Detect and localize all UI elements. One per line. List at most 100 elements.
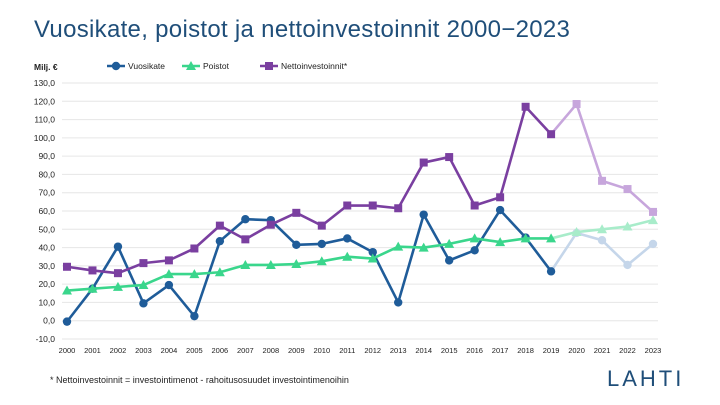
data-point [394, 204, 403, 213]
data-point [623, 185, 632, 194]
data-point [88, 266, 97, 275]
y-axis-unit-label: Milj. € [34, 62, 58, 72]
x-tick-label: 2015 [441, 346, 458, 355]
data-point [62, 317, 72, 326]
data-point [444, 238, 455, 248]
y-axis-ticks: 130,0 120,0 110,0 100,0 90,0 80,0 70,0 60,0 50,0… [34, 78, 56, 344]
page-title: Vuosikate, poistot ja nettoinvestoinnit … [34, 16, 571, 43]
legend: Vuosikate Poistot Nettoinvestoinnit* [107, 61, 348, 71]
x-tick-label: 2004 [161, 346, 178, 355]
x-tick-label: 2003 [135, 346, 152, 355]
series-line-projection [550, 102, 654, 213]
y-tick-label: 40,0 [38, 243, 55, 253]
data-point [572, 100, 581, 109]
data-point [598, 176, 607, 185]
legend-item: Nettoinvestoinnit* [260, 61, 348, 71]
data-point [241, 215, 250, 224]
data-point [597, 224, 608, 234]
x-tick-label: 2010 [313, 346, 330, 355]
data-point [648, 239, 658, 249]
y-tick-label: 130,0 [34, 78, 56, 88]
data-point [419, 158, 428, 167]
x-tick-label: 2023 [645, 346, 662, 355]
series-line [66, 105, 553, 275]
y-tick-label: -10,0 [36, 334, 56, 344]
data-point [393, 241, 404, 251]
x-tick-label: 2014 [415, 346, 432, 355]
data-point [418, 242, 429, 252]
x-tick-label: 2019 [543, 346, 560, 355]
data-point [496, 193, 505, 202]
data-point [520, 233, 531, 243]
data-point [317, 239, 326, 249]
lahti-logo: LAHTI [607, 366, 685, 391]
data-point [547, 130, 556, 139]
x-tick-label: 2000 [59, 346, 76, 355]
line-chart: 130,0 120,0 110,0 100,0 90,0 80,0 70,0 60,0 50,0… [34, 61, 662, 355]
x-tick-label: 2022 [619, 346, 636, 355]
data-point [215, 221, 224, 230]
data-point [138, 280, 149, 290]
y-tick-label: 100,0 [34, 133, 56, 143]
legend-marker [186, 61, 196, 70]
legend-marker [111, 61, 121, 71]
legend-item: Poistot [182, 61, 230, 71]
data-point [470, 246, 479, 255]
data-point [139, 259, 148, 268]
data-point [240, 259, 251, 269]
data-point [343, 201, 352, 210]
data-point [112, 281, 123, 291]
x-tick-label: 2002 [110, 346, 127, 355]
data-point [470, 201, 479, 210]
data-point [394, 298, 403, 307]
y-tick-label: 60,0 [38, 206, 55, 216]
x-tick-label: 2007 [237, 346, 254, 355]
data-point [189, 269, 200, 279]
x-tick-label: 2012 [364, 346, 381, 355]
x-tick-label: 2009 [288, 346, 305, 355]
data-point [266, 220, 275, 229]
x-tick-label: 2013 [390, 346, 407, 355]
data-point [444, 256, 454, 265]
x-tick-label: 2016 [466, 346, 483, 355]
x-tick-label: 2008 [262, 346, 279, 355]
data-point [343, 234, 352, 243]
data-point [571, 227, 582, 237]
grid-lines [62, 82, 658, 340]
data-point [649, 207, 657, 216]
data-point [241, 235, 250, 244]
data-point [419, 210, 428, 219]
y-tick-label: 50,0 [38, 224, 55, 234]
data-point [113, 269, 122, 278]
y-tick-label: 20,0 [38, 279, 55, 289]
data-point [292, 208, 301, 217]
data-point [445, 153, 454, 162]
data-point [190, 244, 199, 253]
data-point [546, 267, 556, 276]
y-tick-label: 110,0 [34, 115, 55, 125]
x-tick-label: 2005 [186, 346, 203, 355]
x-axis-ticks: 2000 2001 2002 2003 2004 2005 2006 2007 2008 2009… [59, 346, 662, 355]
legend-label: Poistot [203, 61, 230, 71]
data-point [164, 256, 173, 265]
data-point [113, 242, 123, 251]
series-line [65, 208, 553, 323]
y-tick-label: 30,0 [38, 261, 55, 271]
y-tick-label: 120,0 [34, 96, 56, 106]
data-point [368, 247, 377, 257]
series-poistot [62, 215, 658, 295]
x-tick-label: 2001 [84, 346, 101, 355]
footnote: * Nettoinvestoinnit = investointimenot -… [50, 375, 349, 385]
y-tick-label: 90,0 [38, 151, 55, 161]
data-point [265, 259, 276, 269]
series-lines [62, 100, 658, 326]
y-tick-label: 0,0 [43, 316, 55, 326]
legend-label: Nettoinvestoinnit* [281, 61, 348, 71]
x-tick-label: 2006 [212, 346, 229, 355]
series-line [66, 237, 552, 292]
x-tick-label: 2017 [492, 346, 509, 355]
data-point [292, 240, 301, 250]
data-point [63, 262, 71, 271]
x-tick-label: 2021 [594, 346, 611, 355]
y-tick-label: 10,0 [38, 297, 55, 307]
